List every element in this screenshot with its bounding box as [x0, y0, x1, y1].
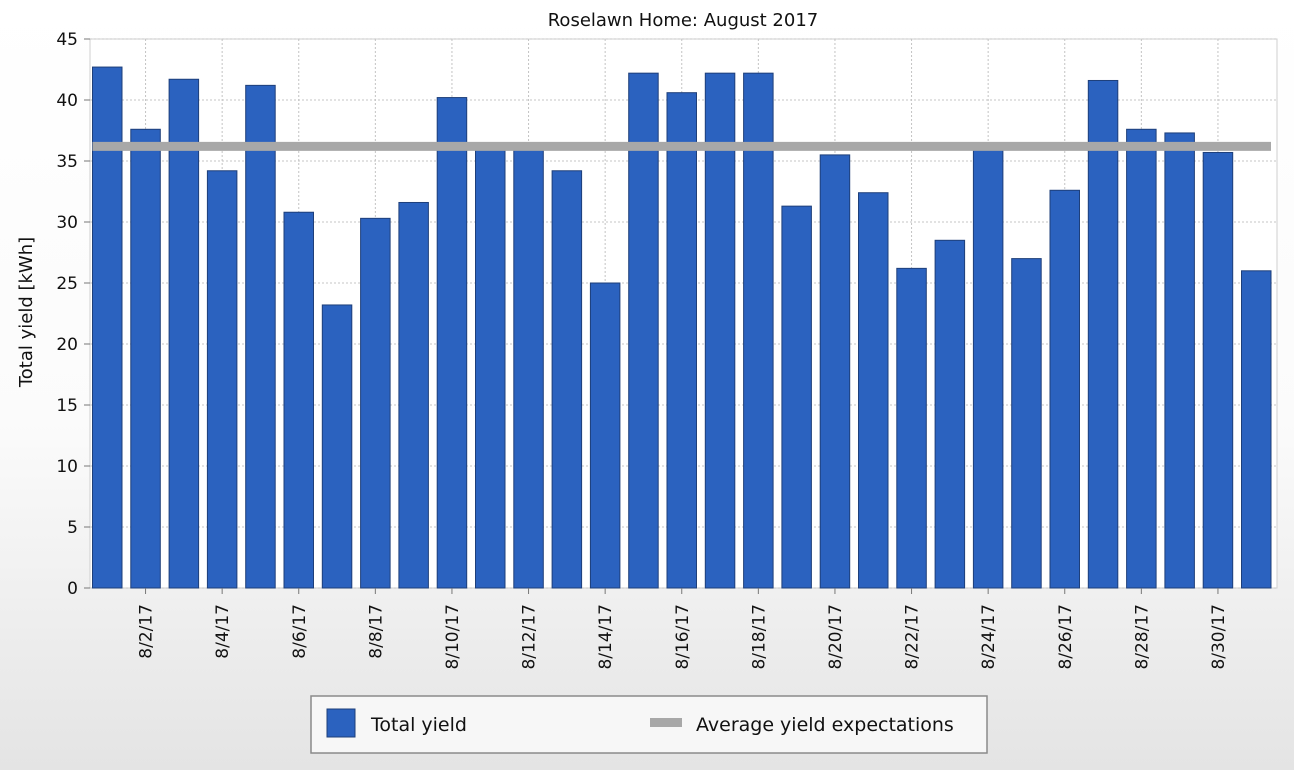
x-tick-label: 8/6/17	[290, 604, 310, 659]
bar	[513, 148, 544, 589]
y-tick-label: 45	[56, 30, 78, 50]
bar	[896, 267, 927, 589]
bar	[245, 84, 276, 589]
bar-series	[92, 66, 1272, 589]
bar	[743, 72, 774, 589]
bar	[858, 192, 889, 589]
x-tick-label: 8/16/17	[673, 604, 693, 670]
bar	[283, 211, 314, 589]
bar	[168, 78, 200, 589]
y-tick-label: 20	[56, 335, 78, 355]
x-tick-label: 8/30/17	[1209, 604, 1229, 670]
bar	[934, 239, 966, 589]
bar	[819, 154, 851, 589]
bar	[1011, 258, 1042, 589]
legend-swatch-average-yield	[650, 718, 682, 727]
bar	[666, 92, 697, 589]
x-tick-label: 8/12/17	[520, 604, 540, 670]
x-tick-label: 8/18/17	[749, 604, 769, 670]
bar	[436, 97, 468, 589]
y-tick-label: 40	[56, 91, 78, 111]
y-tick-label: 30	[56, 213, 78, 233]
chart-title: Roselawn Home: August 2017	[548, 10, 819, 31]
y-tick-label: 5	[67, 518, 78, 538]
bar	[321, 304, 353, 589]
bar	[1087, 79, 1119, 589]
y-tick-label: 0	[67, 579, 78, 599]
bar	[1049, 189, 1080, 589]
y-tick-label: 10	[56, 457, 78, 477]
x-tick-label: 8/14/17	[596, 604, 616, 670]
x-tick-label: 8/10/17	[443, 604, 463, 670]
x-tick-label: 8/28/17	[1132, 604, 1152, 670]
x-tick-label: 8/24/17	[979, 604, 999, 670]
legend-swatch-total-yield	[326, 708, 356, 738]
x-axis-ticks: 8/2/17 8/4/17 8/6/17 8/8/17 8/10/17 8/12/17 8/…	[137, 588, 1229, 670]
y-tick-label: 15	[56, 396, 78, 416]
bar	[1164, 132, 1195, 589]
y-axis-label: Total yield [kWh]	[16, 237, 37, 388]
bar	[628, 72, 659, 589]
bar	[1126, 128, 1157, 589]
y-axis-ticks: 0 5 10 15 20 25 30 35 40 45	[56, 30, 90, 599]
legend: Total yield Average yield expectations	[310, 695, 988, 754]
y-tick-label: 35	[56, 152, 78, 172]
x-tick-label: 8/4/17	[213, 604, 233, 659]
bar	[704, 72, 736, 589]
y-tick-label: 25	[56, 274, 78, 294]
legend-box	[310, 695, 988, 754]
bar	[130, 128, 161, 589]
bar	[92, 66, 123, 589]
bar	[475, 145, 506, 589]
bar	[1202, 151, 1234, 589]
bar	[1241, 270, 1272, 589]
bar	[589, 282, 621, 589]
legend-label-total-yield: Total yield	[370, 714, 467, 736]
legend-label-average-yield: Average yield expectations	[696, 714, 954, 736]
x-tick-label: 8/26/17	[1056, 604, 1076, 670]
x-tick-label: 8/22/17	[903, 604, 923, 670]
bar	[551, 170, 583, 589]
x-tick-label: 8/20/17	[826, 604, 846, 670]
bar	[360, 217, 391, 589]
x-tick-label: 8/2/17	[137, 604, 157, 659]
bar	[972, 142, 1004, 589]
bar	[398, 201, 429, 589]
x-tick-label: 8/8/17	[366, 604, 386, 659]
bar	[781, 205, 812, 589]
bar	[206, 170, 238, 589]
